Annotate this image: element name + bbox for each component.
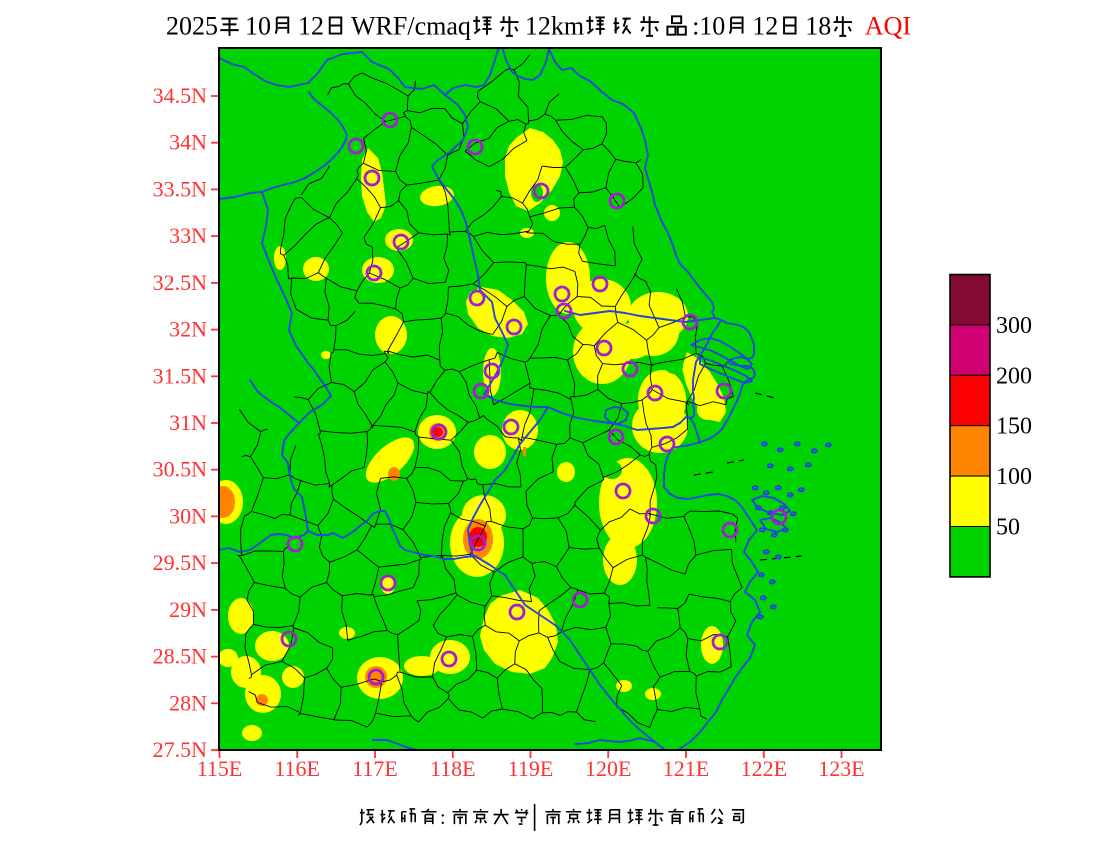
svg-text:150: 150: [996, 414, 1032, 440]
svg-text:32.5N: 32.5N: [153, 270, 208, 295]
svg-text:10: 10: [245, 12, 271, 41]
svg-text:34.5N: 34.5N: [153, 83, 208, 108]
svg-text:31N: 31N: [169, 410, 207, 435]
svg-text:50: 50: [996, 515, 1020, 541]
svg-text:30.5N: 30.5N: [153, 457, 208, 482]
svg-text:100: 100: [996, 464, 1032, 490]
svg-text:12: 12: [752, 12, 778, 41]
svg-text:117E: 117E: [352, 756, 398, 781]
svg-text:12: 12: [298, 12, 324, 41]
svg-text::: :: [440, 807, 446, 829]
svg-text:18: 18: [805, 12, 831, 41]
svg-text:123E: 123E: [818, 756, 864, 781]
svg-text:33.5N: 33.5N: [153, 176, 208, 201]
svg-text:122E: 122E: [741, 756, 787, 781]
svg-text:29N: 29N: [169, 597, 207, 622]
svg-text:115E: 115E: [197, 756, 243, 781]
svg-text:33N: 33N: [169, 223, 207, 248]
svg-text:WRF/cmaq: WRF/cmaq: [351, 12, 471, 41]
svg-text:28N: 28N: [169, 690, 207, 715]
svg-text:10: 10: [699, 12, 725, 41]
svg-text:28.5N: 28.5N: [153, 644, 208, 669]
svg-text:121E: 121E: [663, 756, 709, 781]
svg-text:2025: 2025: [166, 12, 218, 41]
svg-text:27.5N: 27.5N: [153, 737, 208, 762]
svg-text:116E: 116E: [274, 756, 320, 781]
svg-text:300: 300: [996, 313, 1032, 339]
svg-text:29.5N: 29.5N: [153, 550, 208, 575]
svg-text:12km: 12km: [525, 12, 584, 41]
svg-text:AQI: AQI: [865, 12, 911, 41]
svg-text:200: 200: [996, 363, 1032, 389]
svg-text:30N: 30N: [169, 503, 207, 528]
svg-text:118E: 118E: [430, 756, 476, 781]
svg-text:120E: 120E: [585, 756, 631, 781]
svg-text:34N: 34N: [169, 130, 207, 155]
svg-text:119E: 119E: [508, 756, 554, 781]
svg-text::: :: [692, 12, 699, 41]
svg-text:31.5N: 31.5N: [153, 363, 208, 388]
svg-text:32N: 32N: [169, 317, 207, 342]
